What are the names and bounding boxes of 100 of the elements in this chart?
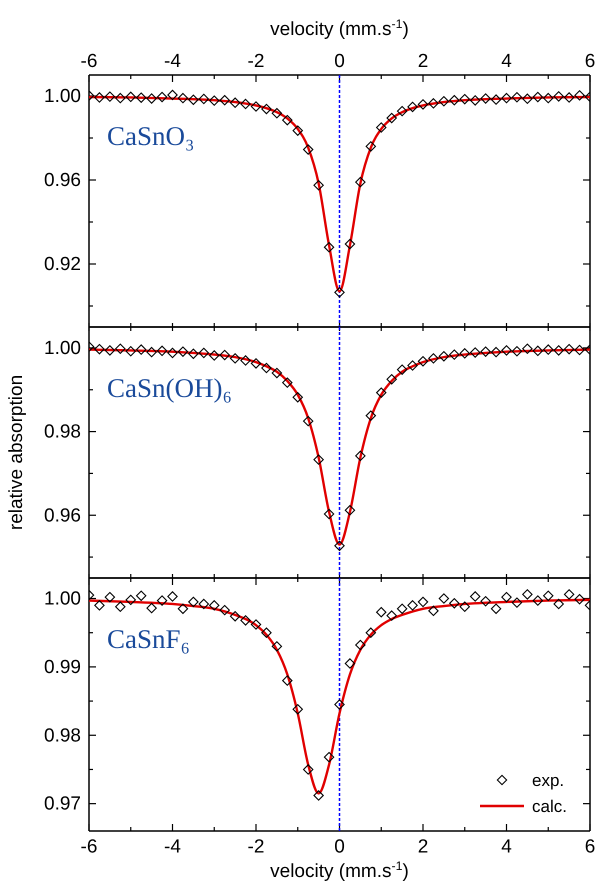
point — [355, 450, 366, 462]
point — [376, 122, 386, 133]
point — [261, 362, 272, 374]
x-tick-label: 2 — [418, 836, 428, 858]
point — [240, 355, 251, 366]
point — [344, 658, 356, 669]
point — [272, 641, 282, 652]
y-tick-label: 0.96 — [44, 170, 81, 192]
x-tick-label: 0 — [334, 836, 345, 858]
point — [532, 92, 544, 102]
point — [282, 377, 293, 388]
x-axis-title: velocity (mm.s$^{-1}$) — [270, 859, 409, 881]
point — [240, 615, 251, 626]
point — [449, 349, 460, 360]
point — [219, 604, 230, 616]
point — [104, 592, 116, 602]
point — [94, 92, 105, 103]
point — [188, 596, 199, 608]
point — [250, 619, 262, 630]
x2-tick-label: -6 — [80, 51, 98, 72]
x2-axis-title: velocity (mm.s$^{-1}$) — [270, 17, 409, 40]
point — [188, 348, 199, 359]
point — [532, 346, 544, 356]
point — [230, 353, 240, 364]
point — [302, 416, 314, 426]
point — [407, 600, 418, 611]
legend-label: exp. — [532, 771, 564, 790]
point — [209, 350, 220, 361]
point — [553, 345, 564, 356]
point — [428, 606, 439, 616]
point — [313, 790, 324, 801]
y-tick-label: 0.96 — [44, 505, 81, 526]
x-tick-label: 4 — [501, 836, 512, 858]
point — [470, 591, 480, 602]
point — [460, 348, 470, 359]
point — [428, 353, 439, 364]
point — [574, 344, 585, 356]
point — [94, 344, 105, 354]
point — [250, 101, 262, 112]
point — [198, 94, 210, 104]
point — [324, 508, 334, 520]
y-tick-label: 0.98 — [44, 422, 81, 443]
legend-label: calc. — [532, 797, 567, 816]
point — [522, 344, 533, 354]
point — [261, 628, 272, 638]
point — [490, 604, 502, 614]
point — [219, 95, 230, 106]
point — [344, 505, 356, 516]
point — [156, 595, 168, 606]
point — [553, 598, 564, 610]
point — [480, 93, 491, 104]
point — [146, 602, 157, 614]
point — [250, 358, 262, 369]
point — [407, 360, 418, 371]
annotation: CaSn(OH)₆ — [107, 373, 232, 403]
point — [146, 93, 157, 104]
y-tick-label: 0.98 — [44, 725, 81, 746]
point — [355, 640, 366, 650]
point — [282, 114, 293, 126]
y-axis-title: relative absorption — [6, 374, 27, 530]
point — [146, 346, 157, 358]
point — [366, 410, 376, 421]
point — [156, 92, 168, 102]
y-tick-label: 0.92 — [44, 254, 81, 276]
x2-tick-label: -2 — [248, 51, 264, 72]
point — [522, 94, 533, 104]
point — [94, 600, 105, 611]
point — [480, 596, 491, 606]
point — [438, 593, 450, 604]
point — [156, 346, 168, 356]
point — [376, 606, 386, 618]
point — [532, 595, 544, 606]
point — [313, 454, 324, 465]
point — [136, 590, 146, 601]
point — [470, 347, 480, 358]
point — [178, 604, 188, 614]
point — [418, 356, 428, 366]
point — [522, 589, 533, 600]
x2-tick-label: 2 — [418, 51, 428, 72]
point — [355, 176, 366, 188]
point — [512, 346, 522, 356]
point — [574, 90, 585, 101]
y-tick-label: 1.00 — [44, 86, 81, 108]
y-tick-label: 1.00 — [44, 588, 81, 610]
point — [240, 98, 251, 110]
point — [230, 98, 240, 108]
x2-tick-label: 4 — [501, 51, 512, 72]
point — [115, 92, 126, 104]
y-tick-label: 1.00 — [44, 338, 81, 359]
point — [126, 92, 136, 102]
point — [126, 346, 136, 356]
point — [366, 628, 376, 638]
point — [396, 106, 408, 116]
point — [564, 92, 574, 103]
point — [438, 351, 450, 362]
point — [428, 98, 439, 109]
point — [104, 345, 116, 356]
point — [564, 344, 574, 354]
point — [178, 92, 188, 104]
point — [219, 350, 230, 360]
